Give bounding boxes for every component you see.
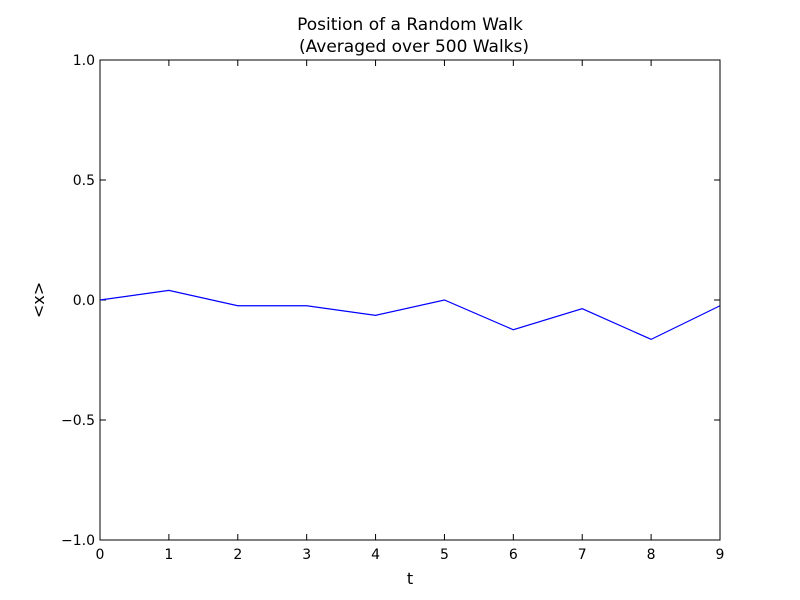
y-tick-label: −1.0 (61, 533, 95, 549)
y-tick-label: 0.5 (73, 173, 95, 189)
x-tick-label: 4 (371, 547, 380, 563)
chart-subtitle: (Averaged over 500 Walks) (299, 37, 529, 57)
x-tick-label: 0 (96, 547, 105, 563)
x-tick-label: 6 (509, 547, 518, 563)
x-tick-label: 5 (440, 547, 449, 563)
x-tick-label: 7 (578, 547, 587, 563)
series-line (99, 289, 721, 341)
series-lines (99, 289, 721, 341)
y-tick-label: 1.0 (73, 53, 95, 69)
plot-area-frame (99, 59, 721, 541)
axis-tick-labels: 0 1 2 3 4 5 6 7 8 9 1.0 0.5 0.0 −0.5 −1.0 (61, 53, 724, 563)
x-tick-label: 9 (716, 547, 725, 563)
x-tick-label: 3 (302, 547, 311, 563)
y-axis-label: <x> (29, 282, 48, 318)
x-axis-label: t (407, 569, 413, 588)
x-tick-label: 1 (164, 547, 173, 563)
y-tick-label: 0.0 (73, 293, 95, 309)
axis-ticks (99, 59, 721, 541)
x-tick-label: 8 (647, 547, 656, 563)
x-tick-label: 2 (233, 547, 242, 563)
y-tick-label: −0.5 (61, 413, 95, 429)
chart-title: Position of a Random Walk (297, 15, 523, 35)
